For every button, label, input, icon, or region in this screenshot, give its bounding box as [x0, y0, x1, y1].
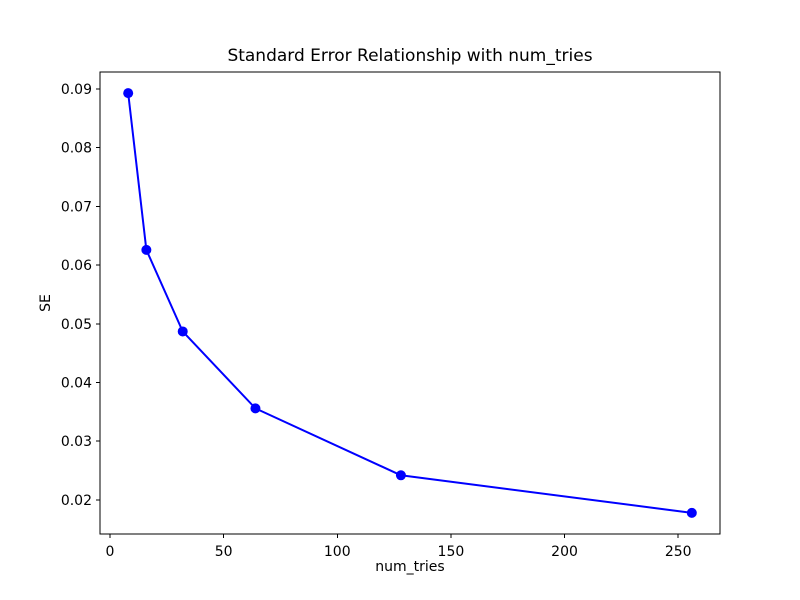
data-point [141, 244, 152, 255]
y-tick-label: 0.05 [61, 317, 92, 333]
data-line [127, 92, 693, 514]
x-axis-label: num_tries [375, 559, 445, 575]
y-tick-label: 0.04 [61, 376, 92, 392]
y-tick-label: 0.06 [61, 258, 92, 274]
x-tick-label: 100 [324, 544, 351, 560]
data-point [177, 326, 188, 337]
data-point [250, 403, 261, 414]
x-tick-label: 200 [551, 544, 578, 560]
chart-title: Standard Error Relationship with num_tri… [227, 46, 593, 66]
x-tick-label: 150 [438, 544, 465, 560]
axes-spines [99, 71, 721, 535]
y-tick-label: 0.03 [61, 434, 92, 450]
y-tick-label: 0.09 [61, 82, 92, 98]
x-tick-label: 0 [106, 544, 115, 560]
data-point [686, 507, 697, 518]
data-point [123, 88, 134, 99]
data-point [395, 470, 406, 481]
y-tick-label: 0.02 [61, 493, 92, 509]
x-tick-label: 250 [665, 544, 692, 560]
y-axis-label: SE [38, 294, 54, 312]
x-tick-label: 50 [215, 544, 233, 560]
y-tick-label: 0.07 [61, 199, 92, 215]
y-tick-label: 0.08 [61, 141, 92, 157]
